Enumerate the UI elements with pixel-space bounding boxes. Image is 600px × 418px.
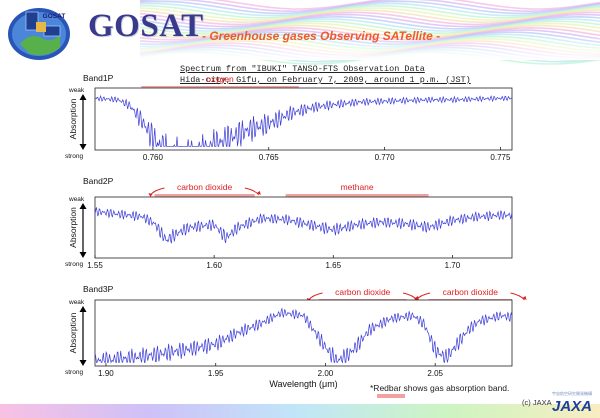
x-tick-label: 1.90 xyxy=(98,369,114,378)
y-weak-label: weak xyxy=(68,87,85,94)
arrowhead-right xyxy=(256,191,261,195)
y-axis-label: Absorption xyxy=(68,98,78,139)
badge-label: GOSAT xyxy=(43,13,66,20)
y-arrow-head-up xyxy=(79,203,87,209)
y-strong-label: strong xyxy=(65,261,83,268)
arrowhead-left xyxy=(148,193,153,197)
chart-band-1: Band1P oxygen 0.760 0.765 0.770 0.775 weak stro… xyxy=(65,73,513,162)
redbar-note: *Redbar shows gas absorption band. xyxy=(370,383,510,393)
x-tick-label: 2.00 xyxy=(318,369,334,378)
band-title: Band2P xyxy=(83,176,114,186)
wave-line xyxy=(139,0,600,13)
y-weak-label: weak xyxy=(68,196,85,203)
absorption-band-label: carbon dioxide xyxy=(177,182,233,192)
jaxa-caption: 宇宙航空研究開発機構 xyxy=(552,390,592,396)
band-title: Band3P xyxy=(83,284,114,294)
wave-line xyxy=(139,0,600,15)
arrow-left xyxy=(150,187,165,196)
absorption-band-bar xyxy=(285,194,429,198)
arrowhead-right xyxy=(522,296,527,300)
copyright-text: (c) JAXA xyxy=(522,398,552,407)
wave-line xyxy=(139,15,600,30)
plot-frame xyxy=(94,87,513,151)
wave-line xyxy=(139,18,600,32)
page-subtitle: - Greenhouse gases Observing SATellite - xyxy=(202,29,441,43)
x-tick-label: 1.95 xyxy=(208,369,224,378)
plot-frame xyxy=(94,196,513,259)
spectrum-line xyxy=(94,207,513,244)
jaxa-logo: 宇宙航空研究開発機構 JAXA xyxy=(552,390,592,414)
wave-line xyxy=(139,22,600,37)
plot-frame xyxy=(94,299,513,367)
arrow-right xyxy=(510,292,525,301)
wave-line xyxy=(139,9,600,24)
x-axis-label: Wavelength (μm) xyxy=(269,379,337,389)
redbar-legend-swatch xyxy=(377,394,405,398)
y-strong-label: strong xyxy=(65,153,83,160)
jaxa-logo-text: JAXA xyxy=(552,398,592,414)
y-axis-label: Absorption xyxy=(68,312,78,353)
x-tick-label: 0.775 xyxy=(490,153,511,162)
x-tick-label: 1.70 xyxy=(445,261,461,270)
absorption-band-label: methane xyxy=(341,182,374,192)
y-arrow-head-down xyxy=(79,144,87,150)
absorption-band-label: oxygen xyxy=(206,74,234,84)
x-tick-label: 1.65 xyxy=(325,261,341,270)
observation-title: Spectrum from "IBUKI" TANSO-FTS Observat… xyxy=(180,64,425,74)
band-title: Band1P xyxy=(83,73,114,83)
wave-line xyxy=(139,4,600,19)
x-tick-label: 1.55 xyxy=(87,261,103,270)
x-tick-label: 0.765 xyxy=(259,153,280,162)
x-tick-label: 0.770 xyxy=(375,153,396,162)
spectrum-line xyxy=(94,94,513,147)
y-arrow-head-down xyxy=(79,360,87,366)
y-axis-label: Absorption xyxy=(68,207,78,248)
spectrum-line xyxy=(94,307,513,364)
wave-line xyxy=(139,24,600,39)
y-weak-label: weak xyxy=(68,299,85,306)
wave-line xyxy=(139,20,600,35)
y-arrow-head-up xyxy=(79,94,87,100)
wave-line xyxy=(140,0,600,10)
y-strong-label: strong xyxy=(65,369,83,376)
absorption-band-label: carbon dioxide xyxy=(335,287,391,297)
page-title: GOSAT xyxy=(88,8,204,44)
arrow-left xyxy=(308,292,323,301)
absorption-band-label: carbon dioxide xyxy=(443,287,499,297)
absorption-band-bar xyxy=(154,194,255,198)
x-tick-label: 0.760 xyxy=(143,153,164,162)
wave-line xyxy=(139,11,600,26)
observation-location: Hida-city, Gifu, on February 7, 2009, ar… xyxy=(180,75,471,85)
wave-line xyxy=(139,7,600,21)
gosat-satellite-badge: GOSAT xyxy=(8,8,70,60)
chart-band-2: Band2P carbon dioxide methane 1.55 1.60 1.65 1… xyxy=(65,176,513,270)
chart-band-3: Band3P carbon dioxide carbon dioxide 1.90 1.… xyxy=(65,284,527,389)
y-arrow-head-down xyxy=(79,252,87,258)
wave-line xyxy=(139,2,600,17)
y-arrow-head-up xyxy=(79,306,87,312)
x-tick-label: 1.60 xyxy=(206,261,222,270)
x-tick-label: 2.05 xyxy=(427,369,443,378)
arrow-right xyxy=(244,187,260,196)
